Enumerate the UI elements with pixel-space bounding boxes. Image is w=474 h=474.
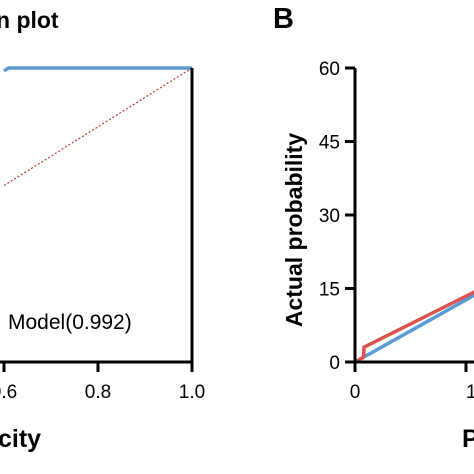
left-chart: n plot 0.6 0.8 1.0 Model(0.992) city bbox=[0, 7, 205, 453]
right-y-tick-label: 60 bbox=[319, 59, 340, 80]
left-x-tick-label: 1.0 bbox=[179, 382, 205, 403]
panel-label-b: B bbox=[273, 3, 294, 35]
right-series-calibration-line bbox=[354, 290, 474, 364]
right-series-ideal-line bbox=[354, 293, 474, 364]
left-x-tick-label: 0.6 bbox=[0, 382, 17, 403]
right-x-tick-label: 1 bbox=[466, 382, 474, 403]
right-y-tick-label: 0 bbox=[329, 353, 340, 374]
left-series-model-line bbox=[3, 66, 192, 73]
left-x-axis-label: city bbox=[0, 425, 41, 453]
right-y-tick-label: 45 bbox=[319, 133, 340, 154]
right-y-axis-label: Actual probability bbox=[281, 133, 307, 327]
right-x-axis-label: P bbox=[462, 425, 474, 453]
left-legend-label: Model(0.992) bbox=[8, 311, 132, 334]
left-chart-title: n plot bbox=[0, 7, 59, 33]
right-y-tick-label: 15 bbox=[319, 280, 340, 301]
left-x-tick-label: 0.8 bbox=[85, 382, 111, 403]
right-y-tick-label: 30 bbox=[319, 206, 340, 227]
right-chart: B Actual probability 0 15 30 45 60 0 1 P bbox=[273, 3, 474, 453]
left-series-reference-line bbox=[3, 67, 193, 187]
right-x-tick-label: 0 bbox=[350, 382, 361, 403]
